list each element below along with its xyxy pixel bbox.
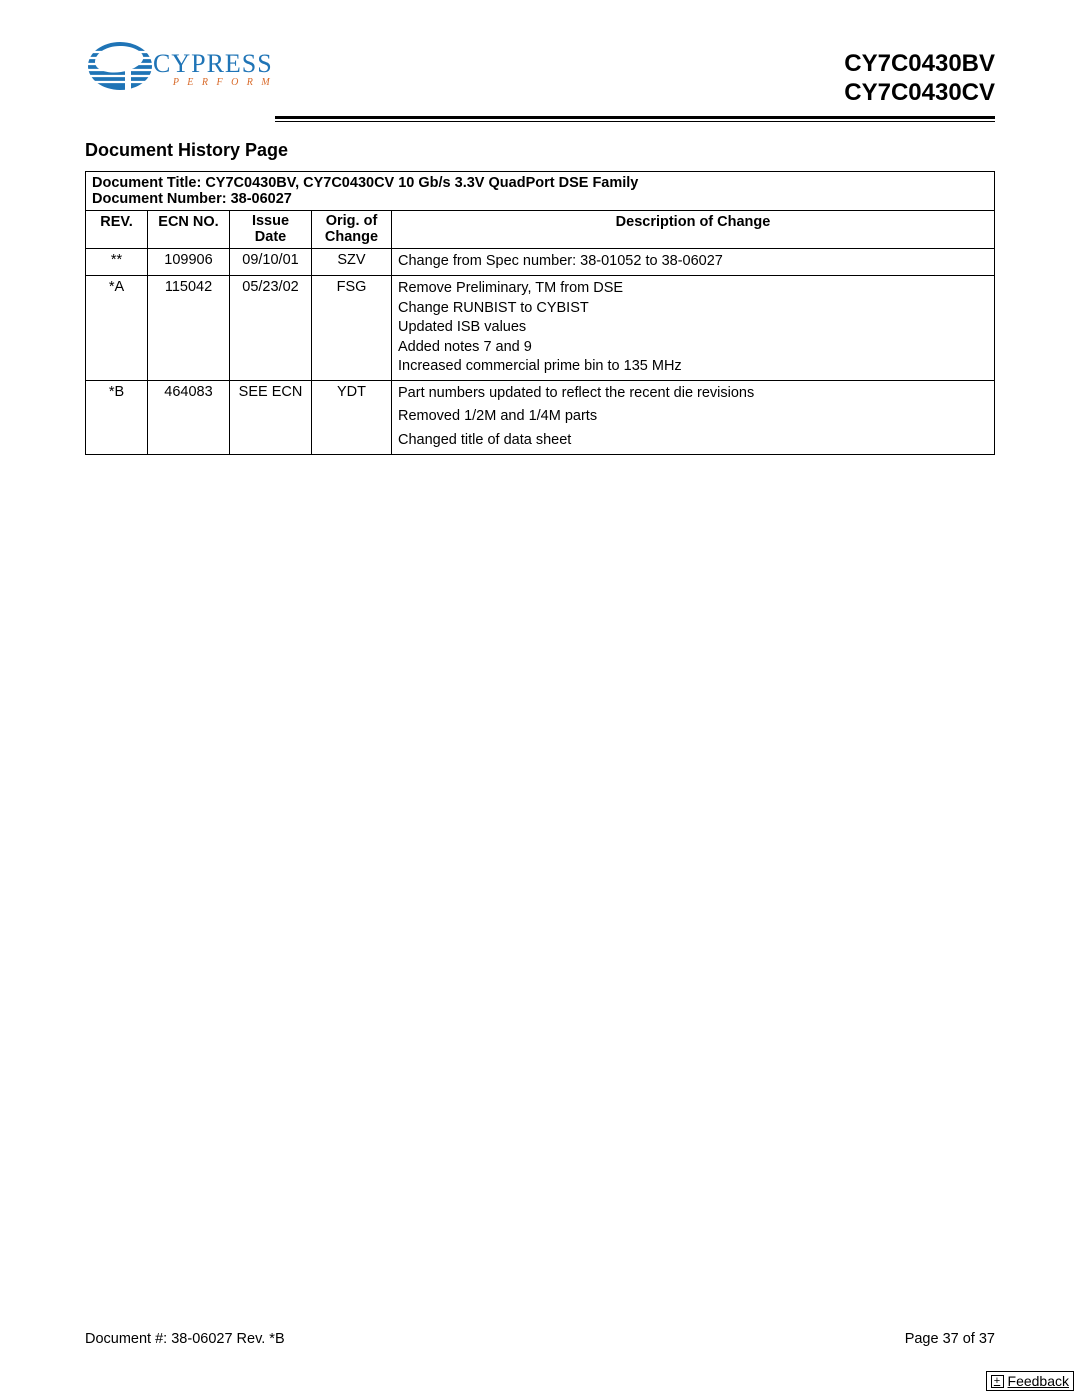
header-divider	[275, 116, 995, 122]
part-number-block: CY7C0430BV CY7C0430CV	[844, 50, 995, 108]
doc-title-value: CY7C0430BV, CY7C0430CV 10 Gb/s 3.3V Quad…	[205, 175, 638, 191]
cell-orig: SZV	[312, 249, 392, 276]
cell-orig: YDT	[312, 380, 392, 454]
desc-line: Change RUNBIST to CYBIST	[398, 299, 988, 319]
footer-page-num: Page 37 of 37	[905, 1331, 995, 1347]
col-header-desc: Description of Change	[392, 210, 995, 249]
part-number-2: CY7C0430CV	[844, 79, 995, 108]
section-title: Document History Page	[85, 140, 995, 161]
cell-rev: *B	[86, 380, 148, 454]
desc-line: Removed 1/2M and 1/4M parts	[398, 407, 988, 427]
company-logo: CYPRESS P E R F O R M	[85, 40, 273, 96]
desc-line: Change from Spec number: 38-01052 to 38-…	[398, 252, 988, 272]
page-header: CYPRESS P E R F O R M CY7C0430BV CY7C043…	[85, 40, 995, 108]
desc-line: Remove Preliminary, TM from DSE	[398, 279, 988, 299]
cell-ecn: 464083	[148, 380, 230, 454]
cell-desc: Part numbers updated to reflect the rece…	[392, 380, 995, 454]
cell-ecn: 109906	[148, 249, 230, 276]
cell-desc: Remove Preliminary, TM from DSEChange RU…	[392, 276, 995, 381]
cypress-tree-icon	[85, 40, 155, 96]
desc-line: Part numbers updated to reflect the rece…	[398, 384, 988, 404]
footer-doc-ref: Document #: 38-06027 Rev. *B	[85, 1331, 285, 1347]
col-header-orig: Orig. of Change	[312, 210, 392, 249]
cell-desc: Change from Spec number: 38-01052 to 38-…	[392, 249, 995, 276]
desc-line: Updated ISB values	[398, 318, 988, 338]
cell-ecn: 115042	[148, 276, 230, 381]
table-header-row: REV. ECN NO. Issue Date Orig. of Change …	[86, 210, 995, 249]
cell-date: 09/10/01	[230, 249, 312, 276]
feedback-button[interactable]: + Feedback	[986, 1371, 1074, 1391]
logo-brand-text: CYPRESS	[153, 49, 273, 79]
table-row: *B464083SEE ECNYDT Part numbers updated t…	[86, 380, 995, 454]
cell-date: SEE ECN	[230, 380, 312, 454]
doc-title-label: Document Title:	[92, 175, 205, 191]
col-header-date: Issue Date	[230, 210, 312, 249]
col-header-ecn: ECN NO.	[148, 210, 230, 249]
history-table: Document Title: CY7C0430BV, CY7C0430CV 1…	[85, 171, 995, 455]
desc-line: Added notes 7 and 9	[398, 338, 988, 358]
doc-number-label: Document Number:	[92, 191, 231, 207]
page-footer: Document #: 38-06027 Rev. *B Page 37 of …	[85, 1331, 995, 1347]
desc-line: Changed title of data sheet	[398, 431, 988, 451]
cell-rev: *A	[86, 276, 148, 381]
doc-number-value: 38-06027	[231, 191, 292, 207]
col-header-rev: REV.	[86, 210, 148, 249]
part-number-1: CY7C0430BV	[844, 50, 995, 79]
desc-line: Increased commercial prime bin to 135 MH…	[398, 357, 988, 377]
plus-icon: +	[991, 1375, 1004, 1388]
feedback-label: Feedback	[1008, 1373, 1069, 1389]
table-row: **10990609/10/01SZV Change from Spec numb…	[86, 249, 995, 276]
table-row: *A11504205/23/02FSGRemove Preliminary, T…	[86, 276, 995, 381]
cell-orig: FSG	[312, 276, 392, 381]
cell-date: 05/23/02	[230, 276, 312, 381]
doc-meta-cell: Document Title: CY7C0430BV, CY7C0430CV 1…	[86, 171, 995, 210]
cell-rev: **	[86, 249, 148, 276]
